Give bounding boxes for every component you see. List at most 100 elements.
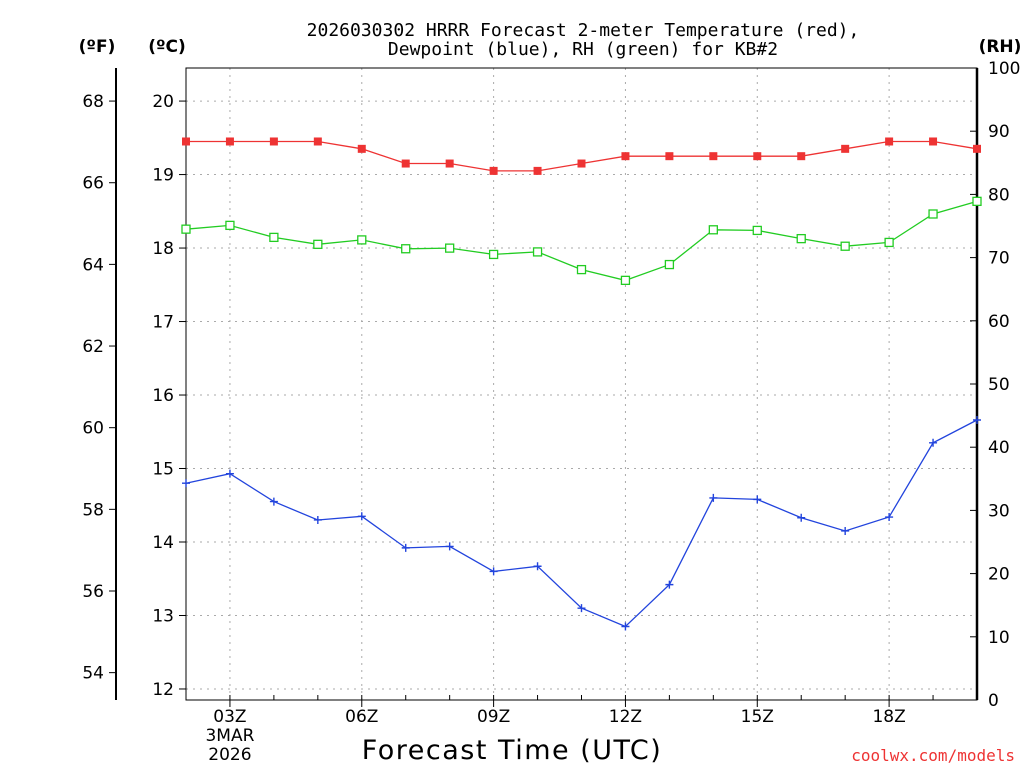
x-tick-date-label: 3MAR <box>205 726 254 746</box>
x-tick-label: 18Z <box>872 707 905 727</box>
celsius-tick-label: 12 <box>152 680 174 700</box>
rh-tick-label: 80 <box>988 185 1010 205</box>
celsius-tick-label: 20 <box>152 92 174 112</box>
temperature-point <box>269 137 278 146</box>
temperature-point <box>533 166 542 175</box>
tick-labels: 12 13 14 15 16 17 18 19 20 54 56 58 60 62 64 66 68 0 10 20 3… <box>82 59 1020 765</box>
temperature-point <box>841 144 850 153</box>
rh-tick-label: 40 <box>988 438 1010 458</box>
dewpoint-point <box>533 562 542 571</box>
dewpoint-point <box>841 526 850 535</box>
rh-point <box>576 264 587 275</box>
fahrenheit-tick-label: 68 <box>82 92 104 112</box>
rh-point <box>928 209 938 219</box>
celsius-tick-label: 16 <box>152 386 174 406</box>
dewpoint-point <box>182 479 190 488</box>
fahrenheit-tick-label: 58 <box>82 500 104 520</box>
celsius-tick-label: 14 <box>152 533 174 553</box>
temperature-point <box>445 159 454 168</box>
rh-point <box>488 249 499 260</box>
axes <box>109 67 979 707</box>
x-tick-year-label: 2026 <box>208 745 251 765</box>
rh-tick-label: 70 <box>988 249 1010 269</box>
temperature-point <box>182 137 190 146</box>
rh-point <box>401 244 411 254</box>
dewpoint-point <box>313 515 322 524</box>
temperature-point <box>665 152 674 161</box>
fahrenheit-tick-label: 64 <box>82 255 104 275</box>
watermark: coolwx.com/models <box>851 746 1015 765</box>
rh-point <box>181 224 191 234</box>
rh-point <box>664 259 675 270</box>
rh-unit-label: (RH) <box>979 37 1022 57</box>
rh-point <box>708 225 718 235</box>
celsius-tick-label: 17 <box>152 313 174 333</box>
rh-point <box>445 243 455 253</box>
temperature-point <box>973 144 981 153</box>
temperature-point <box>621 152 630 161</box>
celsius-tick-label: 18 <box>152 239 174 259</box>
chart-title-line2: Dewpoint (blue), RH (green) for KB#2 <box>388 39 778 60</box>
dewpoint-point <box>489 567 498 576</box>
fahrenheit-tick-label: 60 <box>82 419 104 439</box>
dewpoint-point <box>709 493 718 502</box>
celsius-tick-label: 15 <box>152 460 174 480</box>
rh-tick-label: 30 <box>988 501 1010 521</box>
dewpoint-point <box>665 580 674 589</box>
temperature-point <box>709 152 718 161</box>
rh-point <box>752 225 762 236</box>
rh-point <box>357 235 367 245</box>
rh-tick-label: 60 <box>988 312 1010 332</box>
dewpoint-point <box>401 543 410 552</box>
dewpoint-point <box>973 416 981 425</box>
rh-point <box>532 247 543 257</box>
rh-point <box>620 275 631 286</box>
fahrenheit-tick-label: 62 <box>82 337 104 357</box>
rh-tick-label: 20 <box>988 565 1010 585</box>
temperature-point <box>885 137 894 146</box>
celsius-unit-label: (ºC) <box>148 37 186 57</box>
rh-point <box>972 196 982 207</box>
dewpoint-point <box>753 495 762 504</box>
temperature-point <box>797 152 806 161</box>
temperature-point <box>225 137 234 146</box>
rh-tick-label: 10 <box>988 628 1010 648</box>
rh-point <box>269 232 279 243</box>
rh-point <box>840 241 850 251</box>
dewpoint-point <box>885 513 894 522</box>
temperature-point <box>753 152 762 161</box>
dewpoint-point <box>357 512 366 521</box>
rh-point <box>796 233 806 244</box>
rh-tick-label: 90 <box>988 122 1010 142</box>
chart-title-line1: 2026030302 HRRR Forecast 2-meter Tempera… <box>307 20 860 41</box>
rh-tick-label: 50 <box>988 375 1010 395</box>
fahrenheit-unit-label: (ºF) <box>79 37 116 57</box>
rh-point <box>225 220 235 231</box>
rh-tick-label: 100 <box>988 59 1020 79</box>
temperature-point <box>313 137 322 146</box>
temperature-point <box>357 144 366 153</box>
celsius-tick-label: 13 <box>152 606 174 626</box>
x-tick-label: 09Z <box>477 707 510 727</box>
dewpoint-point <box>797 513 806 522</box>
celsius-tick-label: 19 <box>152 166 174 186</box>
dewpoint-point <box>445 542 454 551</box>
dewpoint-point <box>577 604 586 613</box>
dewpoint-point <box>621 622 630 631</box>
dewpoint-point <box>225 469 234 478</box>
temperature-point <box>489 166 498 175</box>
x-tick-label: 15Z <box>741 707 774 727</box>
temperature-point <box>401 159 410 168</box>
rh-point <box>313 239 323 249</box>
x-tick-label: 06Z <box>345 707 378 727</box>
temperature-point <box>929 137 938 146</box>
fahrenheit-tick-label: 66 <box>82 174 104 194</box>
x-axis-label: Forecast Time (UTC) <box>362 735 663 766</box>
fahrenheit-tick-label: 54 <box>82 664 104 684</box>
data-series <box>181 137 982 631</box>
dewpoint-point <box>269 497 278 506</box>
dewpoint-line <box>185 419 978 628</box>
x-tick-label: 03Z <box>213 707 246 727</box>
dewpoint-point <box>929 438 938 447</box>
